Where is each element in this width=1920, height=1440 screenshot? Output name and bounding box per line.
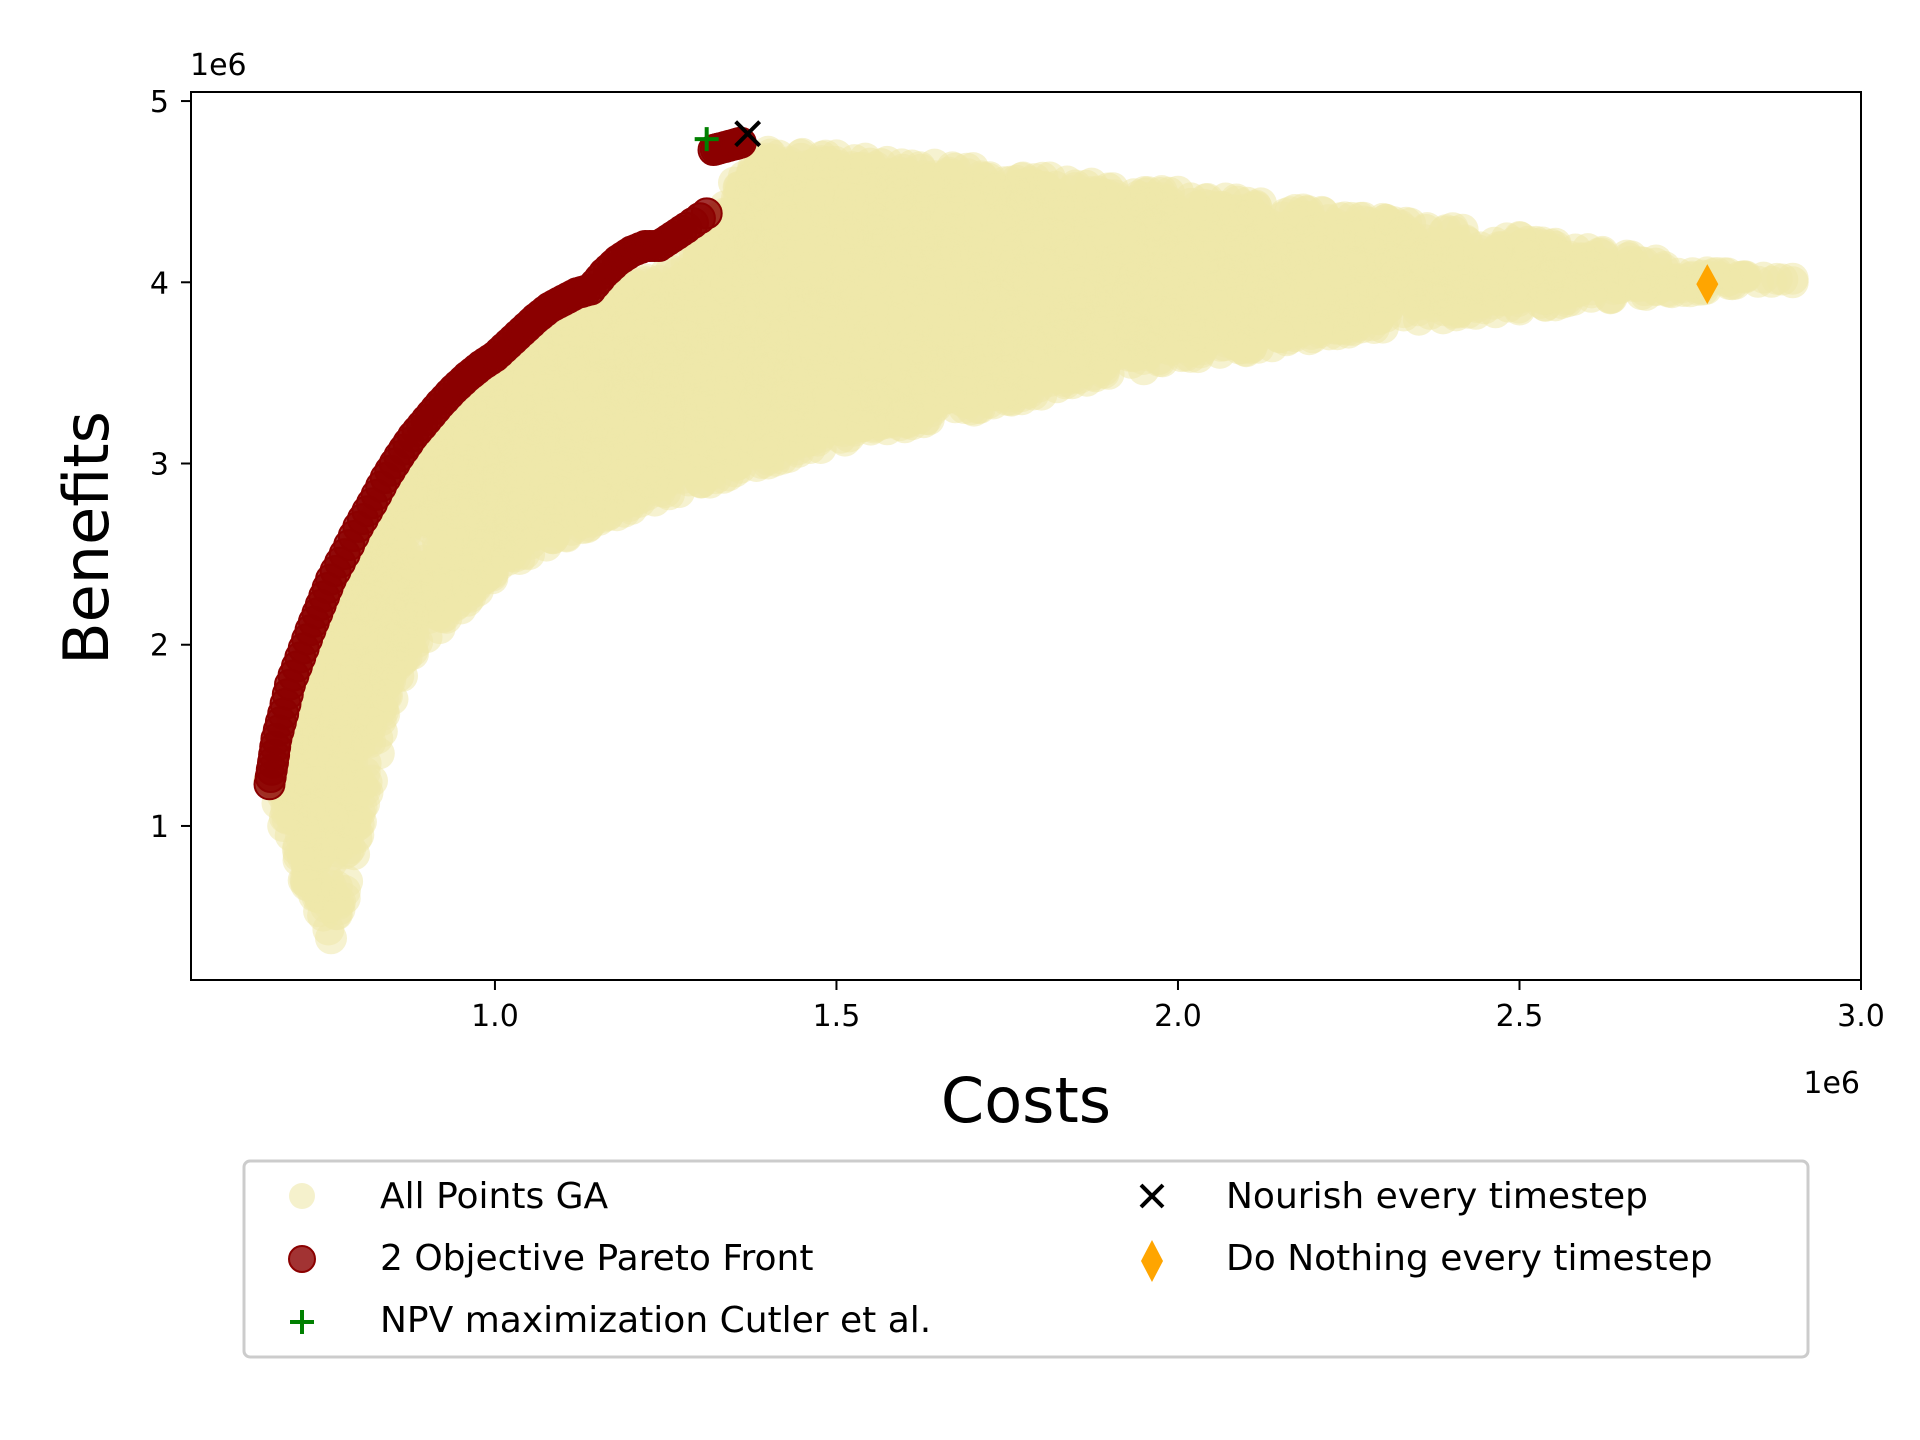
ga-point <box>604 425 637 458</box>
ga-point <box>767 401 800 433</box>
ga-point <box>758 275 791 308</box>
ga-point <box>1462 244 1495 276</box>
ga-point <box>1349 252 1382 285</box>
ga-point <box>833 182 866 215</box>
ga-point <box>345 791 378 824</box>
ga-point <box>802 277 835 309</box>
ga-point <box>802 179 835 212</box>
ga-point <box>340 649 373 682</box>
ga-point <box>738 218 771 251</box>
ga-point <box>323 752 356 785</box>
ga-point <box>988 245 1021 278</box>
ga-point <box>323 683 356 716</box>
ga-point <box>1143 296 1176 329</box>
ga-point <box>1219 291 1252 324</box>
ga-point <box>1096 284 1129 317</box>
ga-point <box>1195 295 1228 328</box>
ga-point <box>879 261 912 294</box>
ga-point <box>980 173 1013 206</box>
ga-point <box>980 286 1013 319</box>
ga-point <box>1018 262 1050 295</box>
all-points-ga-layer <box>253 135 1809 955</box>
ga-point <box>480 477 513 510</box>
ga-point <box>1075 177 1108 210</box>
